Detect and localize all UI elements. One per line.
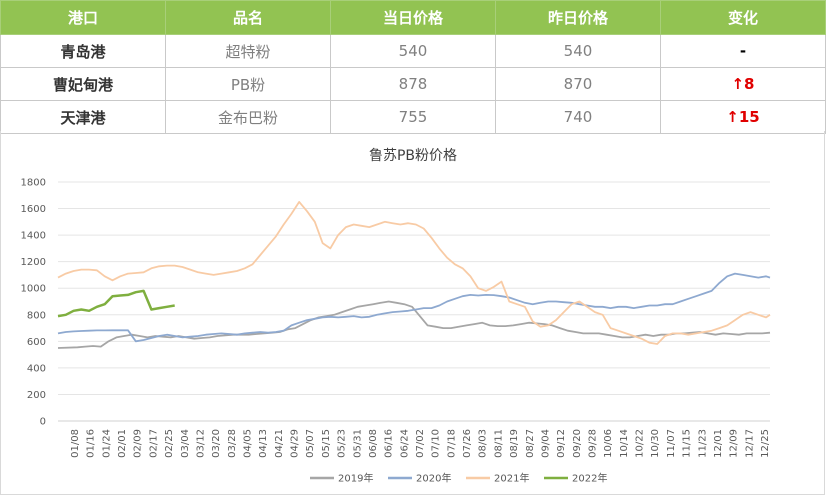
y-tick-label: 1000: [21, 284, 46, 295]
header-port: 港口: [0, 0, 166, 35]
series-line-2020年: [57, 272, 771, 343]
y-tick-label: 1800: [21, 178, 46, 189]
change-cell: ↑15: [660, 100, 826, 134]
product-cell: PB粉: [165, 67, 331, 101]
x-tick-label: 04/05: [243, 429, 254, 458]
legend: 2019年 2020年 2021年 2022年: [310, 472, 607, 485]
y-tick-label: 0: [40, 417, 46, 428]
x-tick-label: 05/15: [321, 429, 332, 458]
chart-frame: [0, 131, 825, 495]
x-tick-label: 12/01: [713, 429, 724, 458]
series-line-2021年: [57, 200, 771, 345]
yesterday-price-cell: 870: [495, 67, 661, 101]
series-line-2022年: [57, 289, 175, 318]
product-cell: 金布巴粉: [165, 100, 331, 134]
x-tick-label: 06/08: [368, 429, 379, 458]
table-row: 青岛港 超特粉 540 540 -: [0, 34, 826, 68]
change-cell: ↑8: [660, 67, 826, 101]
x-tick-label: 11/23: [697, 429, 708, 458]
header-yesterday: 昨日价格: [495, 0, 661, 35]
y-tick-label: 1600: [21, 204, 46, 215]
x-tick-label: 08/19: [509, 429, 520, 458]
y-tick-label: 1400: [21, 231, 46, 242]
x-tick-label: 06/24: [399, 429, 410, 458]
x-tick-label: 03/20: [211, 429, 222, 458]
change-cell: -: [660, 34, 826, 68]
x-tick-label: 05/31: [352, 429, 363, 458]
yesterday-price-cell: 540: [495, 34, 661, 68]
x-tick-label: 07/18: [446, 429, 457, 458]
x-tick-label: 10/14: [619, 429, 630, 458]
series-lines: [57, 200, 771, 349]
y-tick-label: 200: [27, 390, 46, 401]
today-price-cell: 755: [330, 100, 496, 134]
x-tick-label: 12/09: [729, 429, 740, 458]
x-tick-label: 05/07: [305, 429, 316, 458]
x-tick-label: 03/04: [180, 429, 191, 458]
x-tick-label: 07/26: [462, 429, 473, 458]
table-row: 天津港 金布巴粉 755 740 ↑15: [0, 100, 826, 134]
x-tick-label: 01/08: [70, 429, 81, 458]
x-tick-label: 08/11: [493, 429, 504, 458]
legend-label: 2021年: [494, 472, 529, 485]
x-tick-label: 07/10: [431, 429, 442, 458]
x-tick-label: 11/15: [682, 429, 693, 458]
x-tick-label: 07/02: [415, 429, 426, 458]
port-cell: 天津港: [0, 100, 166, 134]
y-tick-label: 400: [27, 363, 46, 374]
x-axis: 01/08 01/16 01/24 02/01 02/09 02/17 02/25 03/04…: [70, 429, 771, 458]
y-tick-label: 600: [27, 337, 46, 348]
x-tick-label: 10/30: [650, 429, 661, 458]
x-tick-label: 09/28: [588, 429, 599, 458]
x-tick-label: 05/23: [337, 429, 348, 458]
product-cell: 超特粉: [165, 34, 331, 68]
table-header-row: 港口 品名 当日价格 昨日价格 变化: [0, 0, 826, 35]
x-tick-label: 04/29: [290, 429, 301, 458]
y-tick-label: 800: [27, 310, 46, 321]
x-tick-label: 02/01: [117, 429, 128, 458]
x-tick-label: 06/16: [384, 429, 395, 458]
x-tick-label: 12/25: [760, 429, 771, 458]
x-tick-label: 09/04: [540, 429, 551, 458]
legend-label: 2020年: [416, 472, 451, 485]
x-tick-label: 09/20: [572, 429, 583, 458]
x-tick-label: 10/06: [603, 429, 614, 458]
header-change: 变化: [660, 0, 826, 35]
x-tick-label: 04/13: [258, 429, 269, 458]
x-tick-label: 11/07: [666, 429, 677, 458]
x-tick-label: 12/17: [744, 429, 755, 458]
x-tick-label: 03/28: [227, 429, 238, 458]
x-tick-label: 01/24: [101, 429, 112, 458]
x-tick-label: 03/12: [195, 429, 206, 458]
x-tick-label: 08/27: [525, 429, 536, 458]
x-tick-label: 02/25: [164, 429, 175, 458]
legend-label: 2022年: [572, 472, 607, 485]
y-tick-label: 1200: [21, 257, 46, 268]
x-tick-label: 10/22: [635, 429, 646, 458]
x-tick-label: 09/12: [556, 429, 567, 458]
chart-title: 鲁苏PB粉价格: [369, 148, 457, 164]
y-axis: 0 200 400 600 800 1000 1200 1400 1600 1800: [21, 178, 46, 428]
x-tick-label: 08/03: [478, 429, 489, 458]
price-table: 港口 品名 当日价格 昨日价格 变化 青岛港 超特粉 540 540 - 曹妃甸…: [0, 0, 826, 134]
y-gridlines: [58, 181, 770, 422]
x-tick-label: 01/16: [86, 429, 97, 458]
yesterday-price-cell: 740: [495, 100, 661, 134]
x-tick-label: 04/21: [274, 429, 285, 458]
x-tick-label: 02/09: [133, 429, 144, 458]
legend-label: 2019年: [338, 472, 373, 485]
x-tick-label: 02/17: [148, 429, 159, 458]
today-price-cell: 540: [330, 34, 496, 68]
